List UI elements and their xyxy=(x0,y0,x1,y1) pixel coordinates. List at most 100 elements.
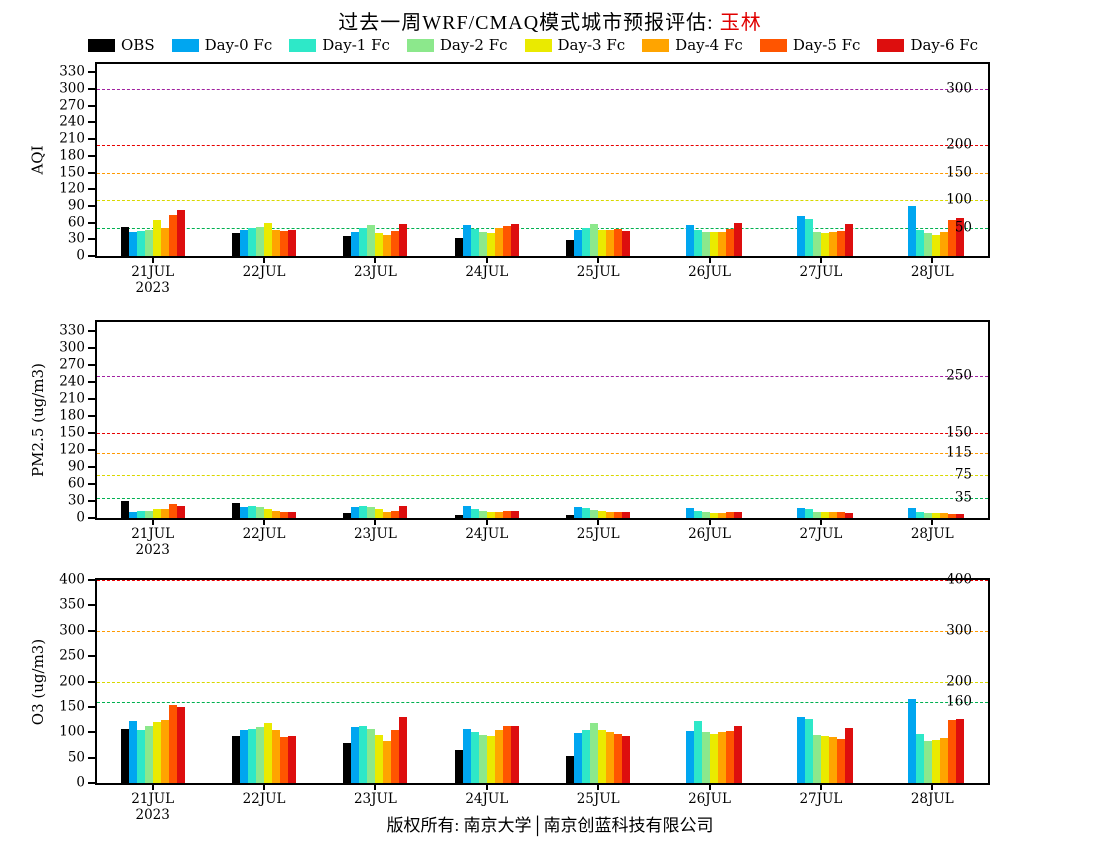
bar xyxy=(614,733,623,783)
legend-swatch-icon xyxy=(642,38,670,52)
y-tick xyxy=(88,756,97,759)
x-tick-label-year: 2023 xyxy=(135,542,170,559)
bar xyxy=(598,730,607,783)
bar xyxy=(828,737,837,783)
x-tick-label-date: 27JUL xyxy=(799,526,843,542)
y-tick xyxy=(88,448,97,451)
x-tick-label: 27JUL xyxy=(799,526,842,542)
threshold-label: 200 xyxy=(946,672,972,689)
bar xyxy=(717,231,726,256)
bar xyxy=(510,511,519,518)
x-tick xyxy=(931,518,934,525)
y-tick-label: 60 xyxy=(67,213,85,230)
y-tick-label: 240 xyxy=(59,113,85,130)
x-tick xyxy=(931,783,934,790)
y-tick xyxy=(88,380,97,383)
legend-label: Day-3 Fc xyxy=(557,36,626,54)
bar xyxy=(478,734,487,783)
bar-group xyxy=(765,64,876,256)
y-tick-label: 100 xyxy=(59,723,85,740)
threshold-line xyxy=(97,452,988,454)
bar xyxy=(232,502,241,518)
bar xyxy=(478,231,487,256)
bar-groups xyxy=(97,64,988,256)
x-tick-label-date: 22JUL xyxy=(242,791,286,807)
legend-item: Day-6 Fc xyxy=(877,36,978,54)
y-tick-label: 210 xyxy=(59,389,85,406)
x-tick-label-date: 21JUL xyxy=(131,264,175,280)
x-tick-label-date: 26JUL xyxy=(688,791,732,807)
y-tick-label: 300 xyxy=(59,622,85,638)
bar xyxy=(709,513,718,518)
x-tick-label: 26JUL xyxy=(688,791,731,807)
bar xyxy=(359,505,368,518)
bar xyxy=(391,230,400,256)
bar xyxy=(844,513,853,518)
y-axis-label: O3 (ug/m3) xyxy=(29,580,47,783)
x-tick-label-date: 23JUL xyxy=(353,791,397,807)
page-title: 过去一周WRF/CMAQ模式城市预报评估: 玉林 xyxy=(0,6,1100,35)
bar xyxy=(351,727,360,783)
y-axis-label-text: PM2.5 (ug/m3) xyxy=(29,363,47,477)
bar xyxy=(470,509,479,518)
bar xyxy=(136,511,145,518)
x-tick-label-year: 2023 xyxy=(135,280,170,297)
x-tick-label: 23JUL xyxy=(354,791,397,807)
legend-label: Day-0 Fc xyxy=(204,36,273,54)
bar xyxy=(916,512,925,518)
bar xyxy=(948,220,957,256)
bar xyxy=(566,756,575,783)
x-tick-label: 28JUL xyxy=(911,526,954,542)
legend-label: Day-6 Fc xyxy=(910,36,979,54)
bar-group xyxy=(543,580,654,783)
threshold-label: 300 xyxy=(946,622,972,638)
y-tick xyxy=(88,188,97,191)
y-tick-label: 60 xyxy=(67,475,85,492)
y-tick xyxy=(88,329,97,332)
bar xyxy=(152,722,161,783)
x-tick-label-year: 2023 xyxy=(135,807,170,824)
bar xyxy=(264,723,273,783)
threshold-line xyxy=(97,701,988,703)
bar xyxy=(709,733,718,783)
bar xyxy=(144,229,153,256)
bar xyxy=(486,232,495,256)
x-tick-label-date: 21JUL xyxy=(131,526,175,542)
bar xyxy=(454,515,463,518)
bar xyxy=(948,720,957,783)
bar xyxy=(168,705,177,783)
x-tick xyxy=(263,783,266,790)
bar xyxy=(566,240,575,256)
bar xyxy=(288,230,297,256)
bar-groups xyxy=(97,580,988,783)
bar-group xyxy=(97,64,208,256)
bar xyxy=(812,734,821,783)
y-tick-label: 330 xyxy=(59,321,85,338)
bar xyxy=(375,232,384,256)
bar xyxy=(128,721,137,783)
bar xyxy=(590,723,599,783)
bar xyxy=(956,514,965,518)
threshold-label: 100 xyxy=(946,191,972,208)
bar xyxy=(136,730,145,783)
pm25-panel: PM2.5 (ug/m3) 0 30 60 90 120 150 180 210 240 270 30… xyxy=(29,320,990,558)
y-tick-label: 150 xyxy=(59,424,85,441)
bar xyxy=(908,699,917,783)
legend-item: Day-1 Fc xyxy=(289,36,390,54)
x-tick-label: 26JUL xyxy=(688,264,731,280)
bar xyxy=(343,513,352,518)
bar xyxy=(288,512,297,518)
bar xyxy=(924,741,933,783)
threshold-label: 75 xyxy=(954,466,972,483)
bar xyxy=(940,738,949,783)
threshold-line xyxy=(97,144,988,146)
x-tick xyxy=(819,518,822,525)
bar xyxy=(256,727,265,783)
x-tick-label-date: 23JUL xyxy=(353,526,397,542)
x-tick-label: 28JUL xyxy=(911,264,954,280)
x-tick-label-date: 27JUL xyxy=(799,791,843,807)
y-tick xyxy=(88,680,97,683)
x-tick-label: 22JUL xyxy=(243,264,286,280)
x-tick xyxy=(374,256,377,263)
y-tick-label: 120 xyxy=(59,180,85,197)
